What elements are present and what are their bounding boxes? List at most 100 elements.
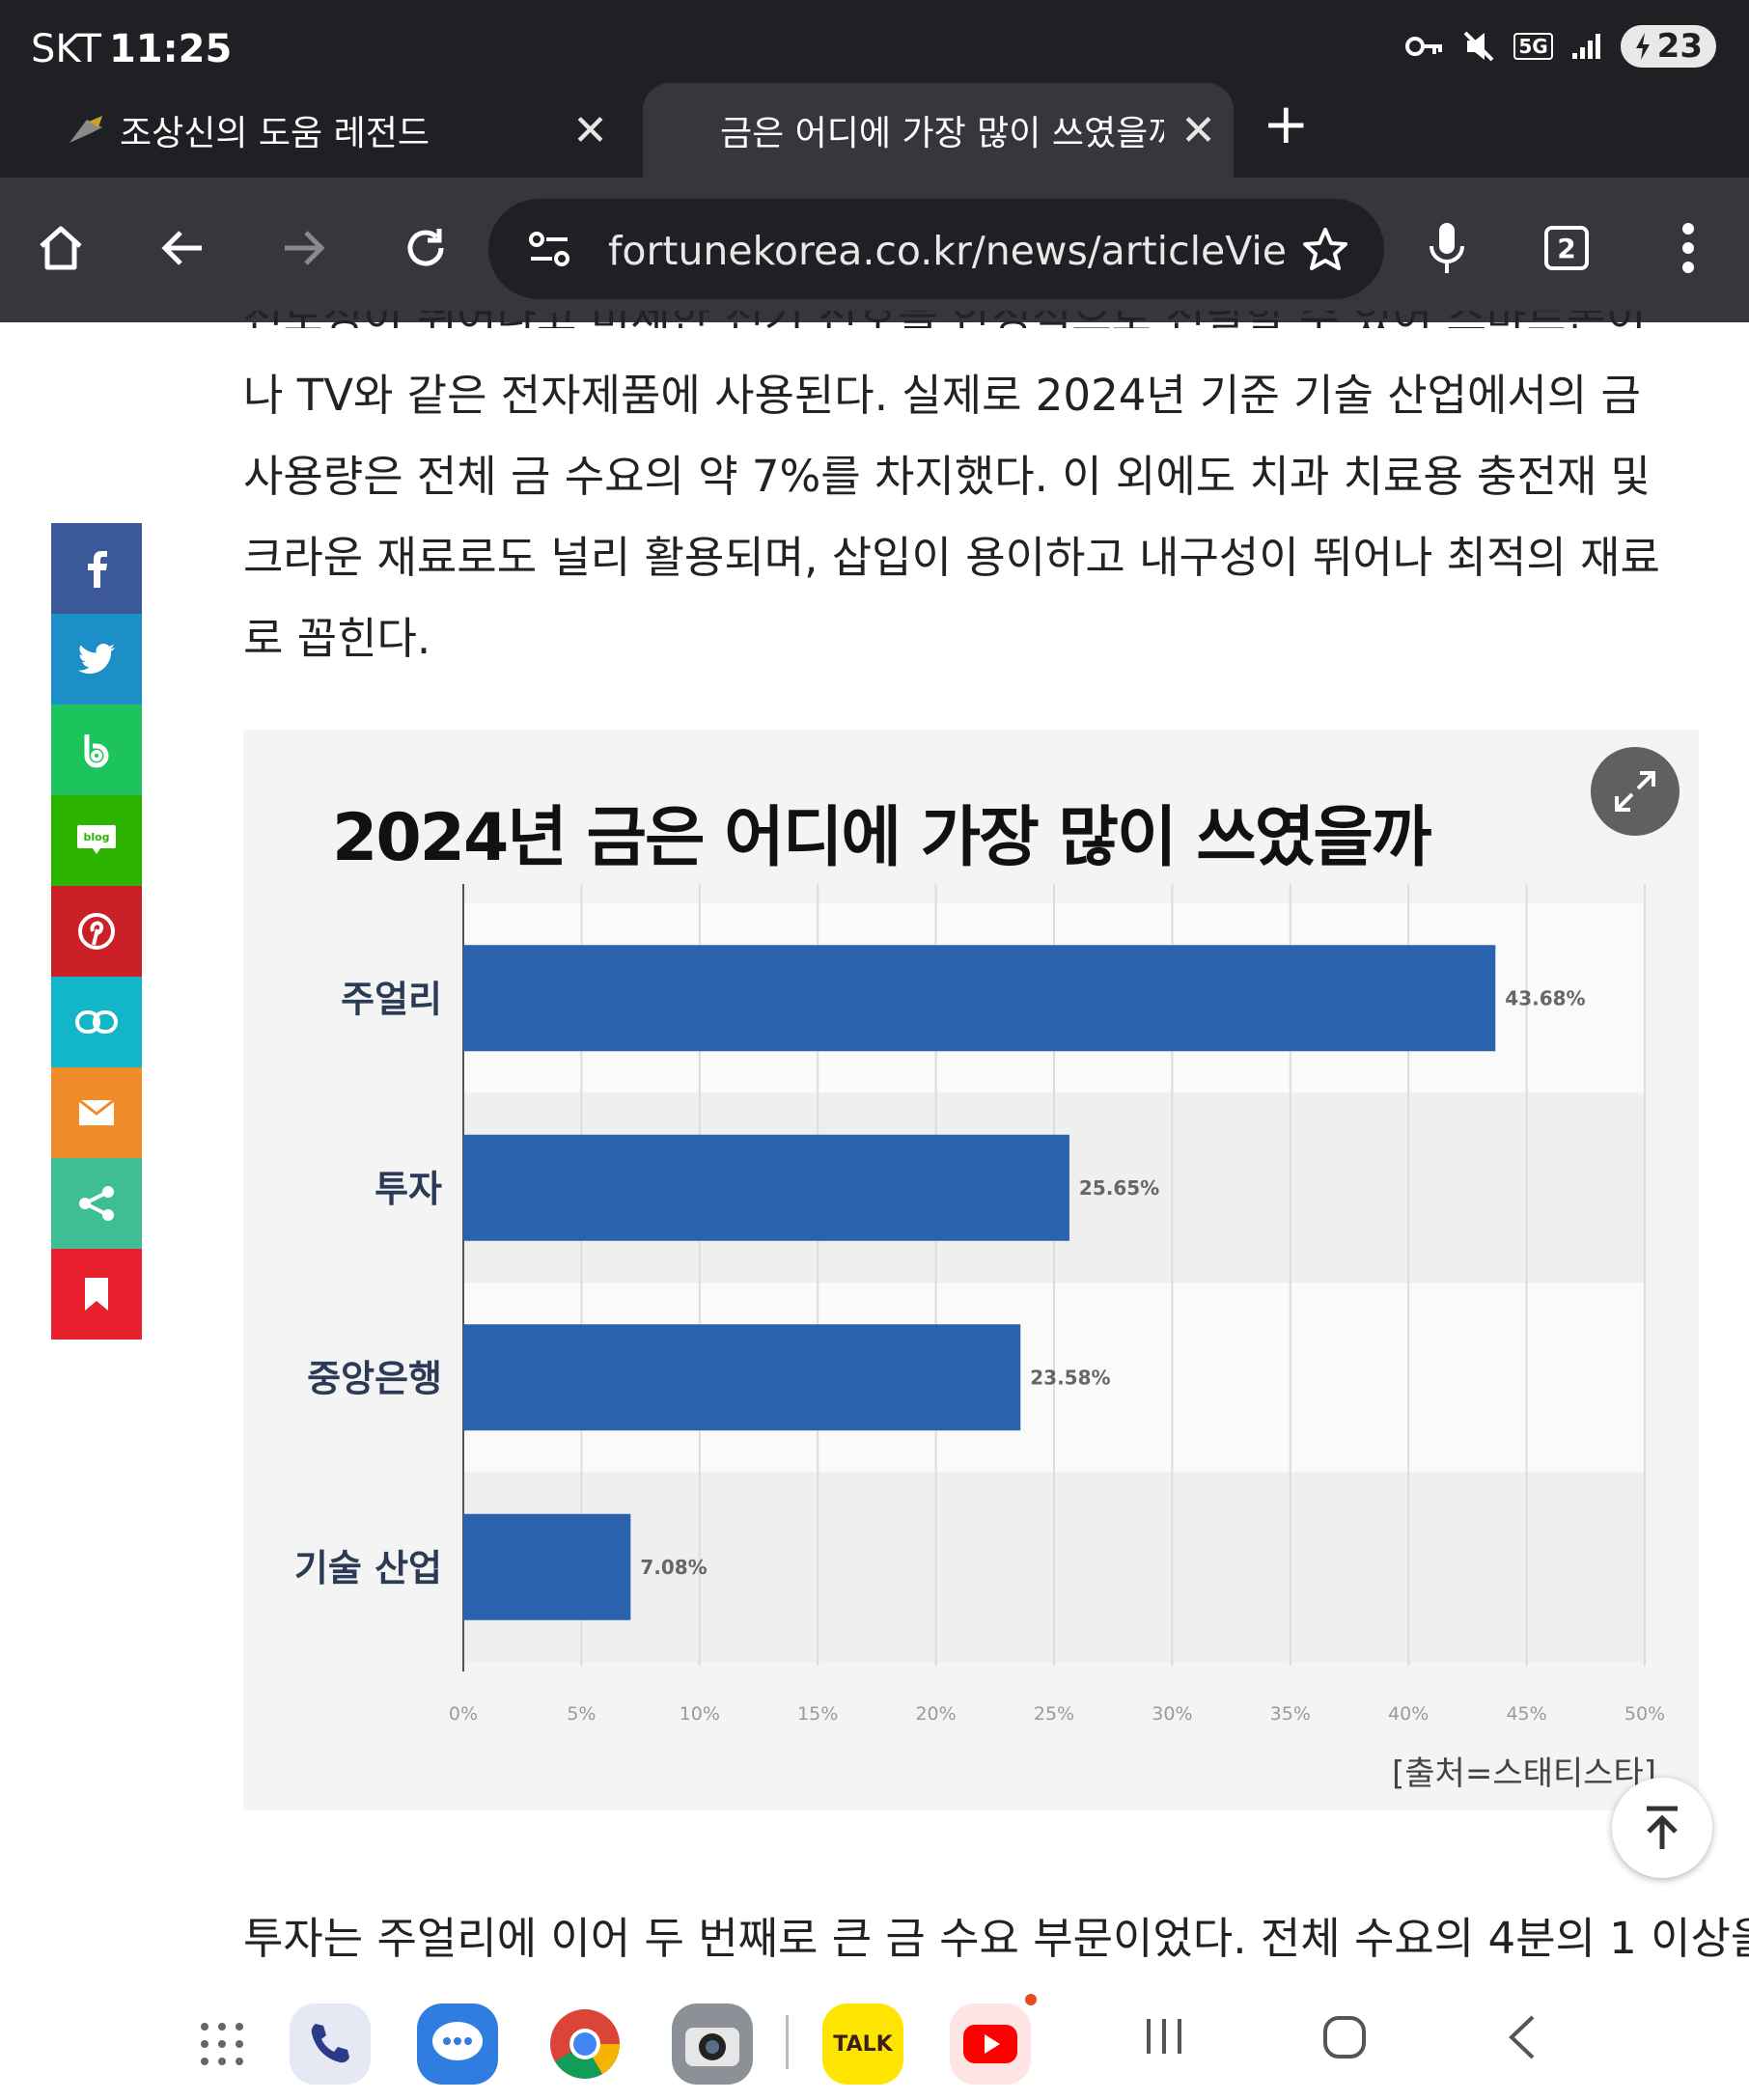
tab-strip: 조상신의 도움 레전드 ✕ 금은 어디에 가장 많이 쓰였을까 [ ✕ + [0,81,1749,178]
battery-level: 23 [1656,27,1703,66]
dock-divider [786,2015,789,2069]
twitter-icon [78,644,115,674]
share-facebook-button[interactable] [51,523,142,614]
address-bar[interactable]: fortunekorea.co.kr/news/articleVie [488,199,1384,299]
forward-button[interactable] [270,214,338,282]
clock: 11:25 [108,27,233,71]
band-icon [84,734,109,768]
star-icon[interactable] [1301,226,1349,274]
site-settings-icon[interactable] [527,230,571,268]
x-tick-label: 0% [449,1703,478,1725]
share-sidebar: blog [51,523,142,1340]
new-tab-button[interactable]: + [1263,91,1310,156]
recents-icon [1147,2019,1181,2054]
chart-source: [출처=스태티스타] [1392,1755,1656,1793]
facebook-icon [88,551,107,588]
bar [463,1324,1021,1431]
category-label: 주얼리 [341,978,442,1020]
url-text[interactable]: fortunekorea.co.kr/news/articleVie [608,228,1287,274]
bookmark-icon [85,1278,108,1311]
share-band-button[interactable] [51,705,142,795]
data-label: 43.68% [1505,986,1585,1009]
category-label: 투자 [375,1168,442,1210]
chrome-app[interactable] [544,2003,625,2085]
kakaotalk-app[interactable]: TALK [822,2003,903,2085]
data-label: 7.08% [640,1556,707,1579]
back-nav-icon [1509,2015,1535,2059]
tab-count: 2 [1544,226,1589,270]
share-email-button[interactable] [51,1067,142,1158]
x-tick-label: 35% [1270,1703,1311,1725]
tab-title: 조상신의 도움 레전드 [120,114,430,153]
menu-button[interactable] [1654,214,1722,282]
close-tab-icon[interactable]: ✕ [572,105,608,155]
camera-app[interactable] [672,2003,753,2085]
back-button[interactable] [149,214,216,282]
tab-inactive[interactable]: 조상신의 도움 레전드 ✕ [0,83,637,178]
share-link-button[interactable] [51,977,142,1067]
youtube-icon [963,2025,1017,2063]
youtube-app[interactable] [950,1994,1037,2085]
site-favicon-icon [69,116,102,143]
x-tick-label: 10% [680,1703,720,1725]
bar [463,945,1496,1052]
chrome-icon [550,2009,620,2079]
share-blog-button[interactable]: blog [51,795,142,886]
x-tick-label: 30% [1152,1703,1192,1725]
bar-chart: 0% 5% 10% 15% 20% 25% 30% 35% 40% 45% 50% 43.68% 주얼리… [294,884,1665,1725]
article-body: 나 TV와 같은 전자제품에 사용된다. 실제로 2024년 기준 기술 산업에… [243,355,1710,679]
scroll-top-button[interactable] [1612,1778,1712,1878]
share-pinterest-button[interactable] [51,886,142,977]
pinterest-icon [78,913,115,950]
bar [463,1134,1069,1241]
more-vertical-icon [1682,223,1694,273]
svg-text:blog: blog [83,831,109,843]
home-nav-icon [1323,2016,1366,2059]
arrow-up-icon [1647,1806,1678,1849]
x-tick-label: 15% [797,1703,838,1725]
recents-button[interactable] [1143,2015,1185,2061]
messages-app[interactable] [417,2003,498,2085]
tab-active[interactable]: 금은 어디에 가장 많이 쓰였을까 [ ✕ [643,83,1234,178]
link-icon [75,1010,118,1034]
data-label: 25.65% [1079,1176,1159,1200]
expand-icon [1615,771,1655,812]
blog-icon: blog [77,825,116,854]
reload-button[interactable] [392,214,459,282]
x-tick-label: 50% [1624,1703,1665,1725]
kakaotalk-label: TALK [833,2031,893,2057]
paragraph-line: 투자는 주얼리에 이어 두 번째로 큰 금 수요 부문이었다. 전체 수요의 4… [243,1913,1749,1964]
browser-toolbar: fortunekorea.co.kr/news/articleVie 2 [0,178,1749,322]
chart-title: 2024년 금은 어디에 가장 많이 쓰였을까 [332,800,1431,876]
tab-title: 금은 어디에 가장 많이 쓰였을까 [ [720,114,1164,153]
expand-image-button[interactable] [1591,747,1680,836]
app-grid-icon [201,2023,243,2065]
signal-icon [1571,34,1600,59]
voice-search-button[interactable] [1413,214,1481,282]
x-tick-label: 25% [1034,1703,1074,1725]
system-icons: 5G 23 [1405,25,1716,68]
phone-app[interactable] [290,2003,371,2085]
bookmark-button[interactable] [51,1249,142,1340]
vpn-key-icon [1405,37,1443,56]
carrier: SKT [31,27,101,71]
message-icon [432,2022,483,2060]
navigation-bar: TALK [0,1980,1749,2100]
x-tick-label: 5% [567,1703,596,1725]
arrow-right-icon [285,231,325,265]
battery-indicator: 23 [1620,25,1716,68]
mute-icon [1463,31,1494,62]
home-icon [40,226,82,270]
home-nav-button[interactable] [1322,2015,1367,2063]
reload-icon [407,229,444,266]
back-nav-button[interactable] [1508,2015,1537,2063]
home-button[interactable] [27,214,95,282]
carrier-time: SKT 11:25 [31,27,232,71]
share-more-button[interactable] [51,1158,142,1249]
share-twitter-button[interactable] [51,614,142,705]
close-tab-icon[interactable]: ✕ [1180,105,1216,155]
tab-switcher-button[interactable]: 2 [1533,214,1600,282]
status-bar: SKT 11:25 5G 23 [0,0,1749,81]
mail-icon [78,1098,115,1125]
app-drawer-button[interactable] [181,2003,263,2085]
